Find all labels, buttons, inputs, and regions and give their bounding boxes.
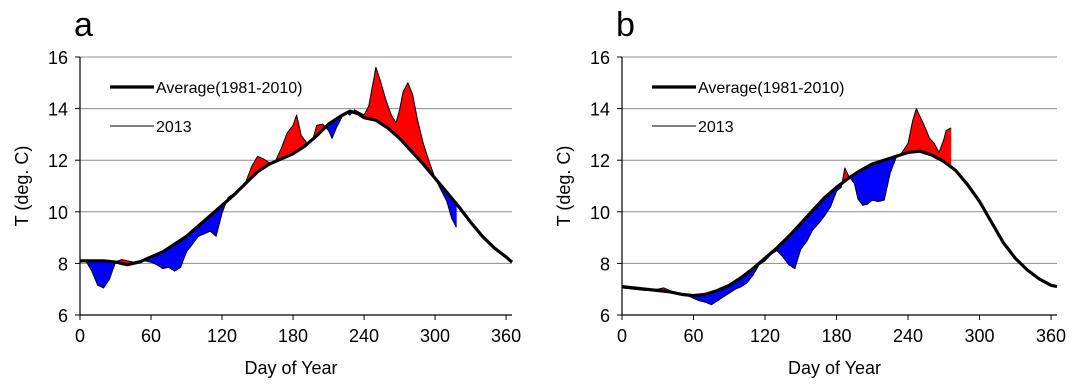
y-tick-label: 8 [58, 254, 68, 274]
anomaly-fill-cold [456, 203, 457, 227]
x-axis-title: Day of Year [788, 358, 881, 378]
y-tick-label: 14 [590, 100, 610, 120]
x-tick-label: 180 [821, 326, 851, 346]
series-line-2013 [80, 67, 456, 288]
y-tick-label: 6 [600, 306, 610, 326]
x-tick-label: 360 [1036, 326, 1066, 346]
x-tick-label: 180 [278, 326, 308, 346]
x-tick-label: 240 [349, 326, 379, 346]
legend-label-average: Average(1981-2010) [698, 80, 844, 97]
x-tick-label: 0 [75, 326, 85, 346]
x-tick-label: 60 [683, 326, 703, 346]
x-tick-label: 300 [965, 326, 995, 346]
x-axis-title: Day of Year [244, 358, 337, 378]
y-axis-title: T (deg. C) [554, 146, 574, 227]
y-tick-label: 12 [590, 151, 610, 171]
y-tick-label: 10 [48, 203, 68, 223]
legend-label-average: Average(1981-2010) [156, 80, 302, 97]
y-tick-label: 14 [48, 100, 68, 120]
anomaly-fill-warm [950, 128, 951, 167]
x-tick-label: 0 [617, 326, 627, 346]
chart-panel-b: b 6 8 10 12 14 16 0 60 120 180 240 300 360 Day of Year… [554, 6, 1066, 378]
y-tick-label: 16 [590, 48, 610, 68]
x-tick-label: 120 [207, 326, 237, 346]
series-line-average [622, 151, 1057, 295]
panel-label: a [74, 6, 93, 44]
y-tick-label: 16 [48, 48, 68, 68]
legend-label-2013: 2013 [156, 119, 192, 136]
series-line-2013 [622, 109, 951, 305]
y-tick-label: 6 [58, 306, 68, 326]
panel-label: b [616, 6, 635, 44]
y-tick-label: 8 [600, 254, 610, 274]
chart-panel-a: a 6 8 10 12 14 16 0 60 120 180 240 300 360 Day of Year… [12, 6, 521, 378]
x-tick-label: 300 [420, 326, 450, 346]
x-tick-label: 60 [141, 326, 161, 346]
legend-label-2013: 2013 [698, 119, 734, 136]
x-tick-label: 120 [750, 326, 780, 346]
x-tick-label: 240 [893, 326, 923, 346]
y-axis-title: T (deg. C) [12, 146, 32, 227]
x-tick-label: 360 [491, 326, 521, 346]
y-tick-label: 12 [48, 151, 68, 171]
y-tick-label: 10 [590, 203, 610, 223]
